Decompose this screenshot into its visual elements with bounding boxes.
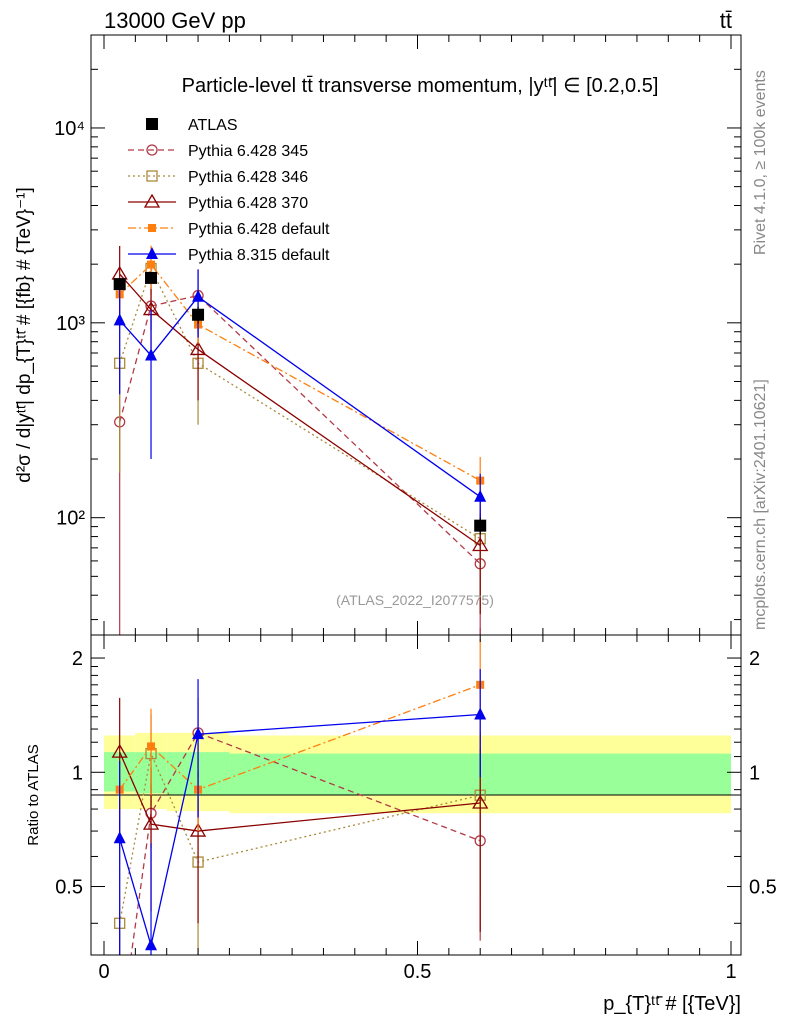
- ratio-point: [145, 938, 158, 951]
- legend-marker: [148, 224, 156, 232]
- legend-item: ATLAS: [146, 117, 238, 134]
- ratio-axis-ticks: 0.5 0.5 1 1 2 2 0 0.5 1: [55, 635, 777, 983]
- legend-marker: [146, 118, 158, 130]
- ratio-point: [472, 794, 489, 809]
- data-point: [472, 537, 489, 552]
- legend-marker: [146, 170, 158, 182]
- series-pythia-6-428-346: [114, 248, 486, 612]
- main-ytick-label: 10³: [56, 313, 85, 335]
- main-title: Particle-level tt̄ transverse momentum, …: [182, 75, 659, 97]
- xlabel: p_{T}ᵗᵗ̄ # [{TeV}]: [603, 993, 741, 1015]
- legend-item: Pythia 8.315 default: [128, 247, 330, 264]
- series-line: [119, 273, 481, 547]
- data-point: [192, 289, 205, 302]
- header-process-label: tt̄: [720, 8, 732, 33]
- ratio-line: [119, 713, 481, 946]
- series-line: [119, 263, 481, 482]
- ratio-data-layer: [111, 638, 489, 955]
- legend-label: Pythia 6.428 default: [188, 221, 330, 238]
- legend-label: Pythia 8.315 default: [188, 247, 330, 264]
- data-point: [189, 341, 207, 356]
- legend-marker: [143, 193, 161, 208]
- series-pythia-6-428-345: [114, 269, 486, 635]
- ratio-line: [119, 751, 481, 832]
- ratio-line: [119, 751, 481, 924]
- series-pythia-8-315-default: [113, 269, 487, 529]
- ratio-xtick-label: 0: [98, 961, 109, 983]
- legend-marker: [146, 144, 158, 156]
- data-point: [474, 519, 487, 532]
- main-ytick-label: 10⁴: [54, 118, 85, 140]
- main-ytick-label: 10²: [56, 508, 85, 530]
- side-mcplots-label: mcplots.cern.ch [arXiv:2401.10621]: [752, 379, 769, 630]
- ratio-xtick-label: 0.5: [404, 961, 432, 983]
- series-line: [119, 266, 481, 540]
- ratio-point: [111, 743, 128, 758]
- ratio-xtick-label: 1: [725, 961, 736, 983]
- legend-label: Pythia 6.428 370: [188, 195, 308, 212]
- series-pythia-6-428-default: [115, 245, 485, 514]
- ratio-series-pythia-8-315-default: [113, 669, 487, 955]
- ratio-point: [189, 822, 207, 837]
- ratio-line: [119, 684, 481, 791]
- ratio-series-group: [111, 638, 489, 955]
- main-data-layer: [111, 245, 489, 635]
- ratio-point: [113, 831, 126, 844]
- series-pythia-6-428-370: [111, 245, 489, 615]
- data-point: [145, 271, 158, 284]
- series-atlas: [113, 271, 487, 535]
- ratio-point: [147, 742, 156, 751]
- ratio-ytick-label: 0.5: [55, 877, 83, 899]
- data-point: [147, 260, 156, 269]
- legend-label: Pythia 6.428 345: [188, 143, 308, 160]
- main-panel: 10² 10³ 10⁴ Particle-level tt̄ transverse …: [54, 34, 742, 636]
- header-energy-label: 13000 GeV pp: [104, 8, 246, 33]
- analysis-label: (ATLAS_2022_I2077575): [336, 592, 494, 608]
- side-rivet-label: Rivet 4.1.0, ≥ 100k events: [752, 70, 769, 255]
- data-point: [113, 313, 126, 326]
- ratio-point: [142, 815, 160, 830]
- data-point: [192, 308, 205, 321]
- data-point: [474, 489, 487, 502]
- ratio-point: [474, 707, 487, 720]
- main-axis-ticks: 10² 10³ 10⁴: [54, 34, 741, 635]
- legend-marker: [146, 247, 158, 259]
- series-line: [119, 294, 481, 565]
- legend-item: Pythia 6.428 default: [128, 221, 330, 238]
- legend-item: Pythia 6.428 346: [128, 169, 308, 186]
- ratio-panel: 0.5 0.5 1 1 2 2 0 0.5 1: [55, 634, 777, 983]
- ratio-ytick-label: 1: [72, 762, 83, 784]
- data-point: [113, 278, 126, 291]
- ratio-ylabel: Ratio to ATLAS: [25, 744, 42, 845]
- legend-item: Pythia 6.428 345: [128, 143, 308, 160]
- data-point: [145, 348, 158, 361]
- ratio-frame: [90, 634, 742, 956]
- ratio-line: [130, 732, 481, 955]
- series-line: [119, 295, 481, 498]
- ratio-ytick-label-right: 0.5: [749, 877, 777, 899]
- legend-label: Pythia 6.428 346: [188, 169, 308, 186]
- legend-item: Pythia 6.428 370: [128, 193, 308, 212]
- legend-label: ATLAS: [188, 117, 238, 134]
- ratio-point: [192, 727, 205, 740]
- legend: ATLAS Pythia 6.428 345 Pythia 6.428 346 Pyt…: [128, 117, 330, 264]
- main-ylabel: d²σ / d|yᵗᵗ̄| dp_{T}ᵗᵗ̄ # [{fb} # {TeV}⁻…: [14, 187, 35, 483]
- ratio-ytick-label-right: 2: [749, 648, 760, 670]
- ratio-ytick-label: 2: [72, 648, 83, 670]
- ratio-ytick-label-right: 1: [749, 762, 760, 784]
